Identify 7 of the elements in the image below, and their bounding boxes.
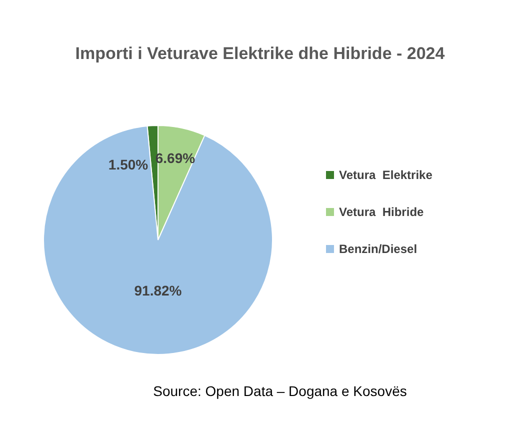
legend-label: Benzin/Diesel <box>339 242 418 256</box>
legend-label: Vetura Hibride <box>339 204 424 218</box>
data-label: 1.50% <box>108 156 149 173</box>
data-label: 91.82% <box>134 282 182 298</box>
source-note: Source: Open Data – Dogana e Kosovës <box>152 383 408 399</box>
chart-title: Importi i Veturave Elektrike dhe Hibride - 2024 <box>74 44 446 64</box>
legend-label: Vetura Elektrike <box>339 168 432 182</box>
